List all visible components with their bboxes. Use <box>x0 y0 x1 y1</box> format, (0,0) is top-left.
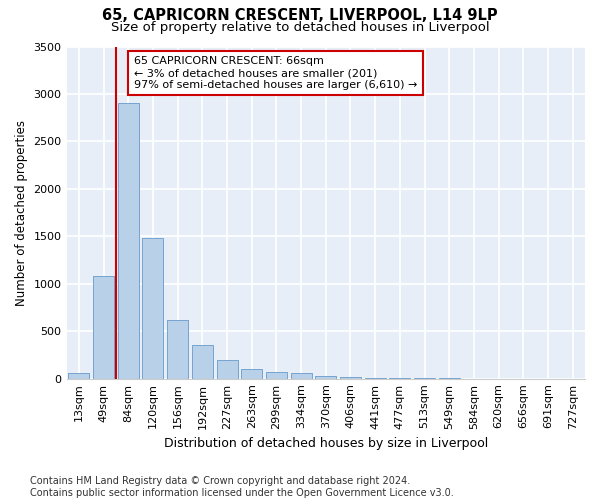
Text: 65 CAPRICORN CRESCENT: 66sqm
← 3% of detached houses are smaller (201)
97% of se: 65 CAPRICORN CRESCENT: 66sqm ← 3% of det… <box>134 56 418 90</box>
Text: Contains HM Land Registry data © Crown copyright and database right 2024.
Contai: Contains HM Land Registry data © Crown c… <box>30 476 454 498</box>
Bar <box>290 374 311 378</box>
X-axis label: Distribution of detached houses by size in Liverpool: Distribution of detached houses by size … <box>164 437 488 450</box>
Text: Size of property relative to detached houses in Liverpool: Size of property relative to detached ho… <box>110 21 490 34</box>
Bar <box>241 368 262 378</box>
Bar <box>118 104 139 378</box>
Bar <box>93 276 114 378</box>
Bar <box>68 374 89 378</box>
Bar <box>315 376 336 378</box>
Bar <box>142 238 163 378</box>
Bar <box>217 360 238 378</box>
Bar <box>167 320 188 378</box>
Bar <box>192 346 213 378</box>
Y-axis label: Number of detached properties: Number of detached properties <box>15 120 28 306</box>
Text: 65, CAPRICORN CRESCENT, LIVERPOOL, L14 9LP: 65, CAPRICORN CRESCENT, LIVERPOOL, L14 9… <box>102 8 498 22</box>
Bar <box>266 372 287 378</box>
